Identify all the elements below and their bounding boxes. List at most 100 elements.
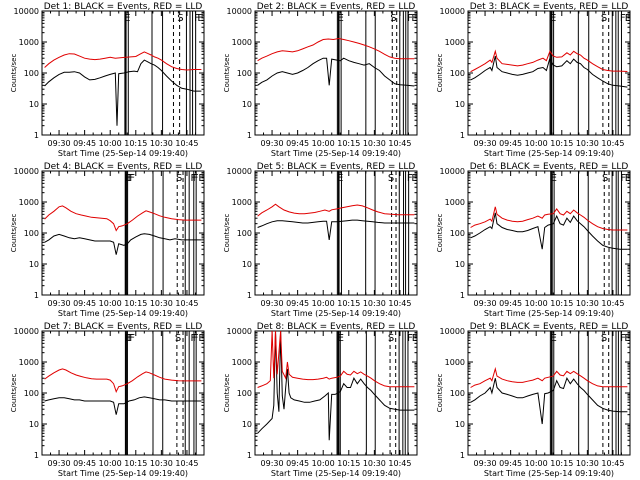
x-tick-label: 10:30: [363, 459, 386, 468]
y-axis-label: Counts/sec: [10, 54, 18, 93]
events-series-line: [44, 233, 202, 255]
marker-letter: S: [388, 173, 394, 184]
y-tick-label: 10000: [14, 7, 39, 16]
y-axis-label: Counts/sec: [436, 214, 444, 253]
marker-letter: E: [551, 333, 557, 344]
y-tick-label: 10000: [227, 327, 252, 336]
marker-letter: E: [624, 333, 630, 344]
x-tick-label: 09:45: [499, 459, 522, 468]
marker-letter: F: [129, 173, 135, 184]
marker-letter: E: [337, 173, 343, 184]
marker-letter: E: [551, 173, 557, 184]
y-tick-label: 1: [247, 131, 252, 140]
marker-letter: E: [198, 173, 204, 184]
x-tick-label: 10:15: [124, 139, 147, 148]
x-tick-label: 09:30: [261, 459, 284, 468]
events-series-line: [257, 57, 415, 87]
x-tick-label: 10:00: [312, 139, 335, 148]
marker-letter: F: [129, 333, 135, 344]
x-tick-label: 10:15: [124, 459, 147, 468]
x-tick-label: 10:30: [150, 139, 173, 148]
x-axis-label: Start Time (25-Sep-14 09:19:40): [58, 309, 188, 318]
marker-letter: E: [411, 13, 417, 24]
y-tick-label: 1: [34, 451, 39, 460]
x-tick-label: 10:30: [576, 299, 599, 308]
x-tick-label: 10:45: [388, 139, 411, 148]
panel-title: Det 1: BLACK = Events, RED = LLD: [44, 2, 203, 12]
y-tick-label: 1000: [19, 358, 39, 367]
panel-title: Det 6: BLACK = Events, RED = LLD: [470, 162, 629, 172]
y-tick-label: 100: [24, 389, 39, 398]
marker-letter: S: [602, 173, 608, 184]
x-tick-label: 10:30: [576, 139, 599, 148]
x-tick-label: 10:00: [312, 299, 335, 308]
y-tick-label: 100: [450, 69, 465, 78]
y-tick-label: 1000: [232, 358, 252, 367]
x-tick-label: 09:30: [474, 139, 497, 148]
plot-area-6: E S FE: [470, 171, 630, 295]
marker-letter: E: [411, 173, 417, 184]
y-tick-label: 100: [237, 69, 252, 78]
marker-letter: F: [193, 333, 199, 344]
x-tick-label: 10:45: [175, 299, 198, 308]
marker-letter: F: [193, 173, 199, 184]
y-tick-label: 10: [242, 260, 252, 269]
x-tick-label: 09:45: [73, 139, 96, 148]
detector-panel-4: 1 10 100 1000 10000 09:30 09:45 10:00 10:15 10:30…: [10, 162, 205, 318]
y-tick-label: 10: [29, 100, 39, 109]
y-axis-label: Counts/sec: [10, 214, 18, 253]
x-tick-label: 10:00: [99, 299, 122, 308]
y-tick-label: 10000: [227, 7, 252, 16]
detector-panel-1: 1 10 100 1000 10000 09:30 09:45 10:00 10:15 10:30…: [10, 2, 205, 158]
events-series-line: [44, 396, 202, 415]
x-tick-label: 09:45: [286, 299, 309, 308]
x-tick-label: 09:30: [48, 299, 71, 308]
events-series-line: [470, 212, 628, 250]
x-axis-label: Start Time (25-Sep-14 09:19:40): [484, 309, 614, 318]
y-tick-label: 1: [460, 291, 465, 300]
events-series-line: [44, 59, 202, 126]
x-axis-label: Start Time (25-Sep-14 09:19:40): [271, 469, 401, 478]
y-tick-label: 1000: [19, 198, 39, 207]
y-tick-label: 10000: [440, 167, 465, 176]
marker-letter: E: [625, 13, 631, 24]
y-tick-label: 1000: [445, 198, 465, 207]
plot-frame: [467, 10, 631, 136]
plot-frame: [254, 170, 418, 296]
y-tick-label: 1: [460, 131, 465, 140]
x-tick-label: 10:00: [525, 459, 548, 468]
x-axis-label: Start Time (25-Sep-14 09:19:40): [58, 149, 188, 158]
marker-letter: F: [407, 173, 413, 184]
lld-series-line: [257, 331, 415, 388]
events-series-line: [257, 219, 415, 240]
plot-frame: [41, 170, 205, 296]
detector-panel-7: 1 10 100 1000 10000 09:30 09:45 10:00 10:15 10:30…: [10, 322, 205, 478]
events-series-line: [257, 331, 415, 441]
y-tick-label: 1: [247, 291, 252, 300]
y-axis-label: Counts/sec: [223, 54, 231, 93]
panel-title: Det 2: BLACK = Events, RED = LLD: [257, 2, 416, 12]
x-tick-label: 10:45: [388, 459, 411, 468]
x-tick-label: 09:30: [48, 459, 71, 468]
marker-letter: E: [338, 13, 344, 24]
y-tick-label: 100: [24, 229, 39, 238]
marker-letter: F: [128, 333, 134, 344]
plot-frame: [41, 330, 205, 456]
panel-title: Det 5: BLACK = Events, RED = LLD: [257, 162, 416, 172]
marker-letter: F: [620, 333, 626, 344]
x-tick-label: 10:15: [337, 459, 360, 468]
marker-letter: F: [191, 333, 197, 344]
x-tick-label: 10:45: [388, 299, 411, 308]
x-tick-label: 10:45: [175, 459, 198, 468]
y-tick-label: 10: [455, 100, 465, 109]
x-tick-label: 09:45: [286, 459, 309, 468]
marker-letter: S: [175, 333, 181, 344]
marker-letter: F: [620, 13, 626, 24]
detector-panel-9: 1 10 100 1000 10000 09:30 09:45 10:00 10:15 10:30…: [436, 322, 631, 478]
x-tick-label: 10:45: [175, 139, 198, 148]
y-tick-label: 10000: [14, 167, 39, 176]
lld-series-line: [44, 51, 202, 71]
plot-frame: [467, 170, 631, 296]
y-tick-label: 10: [29, 260, 39, 269]
